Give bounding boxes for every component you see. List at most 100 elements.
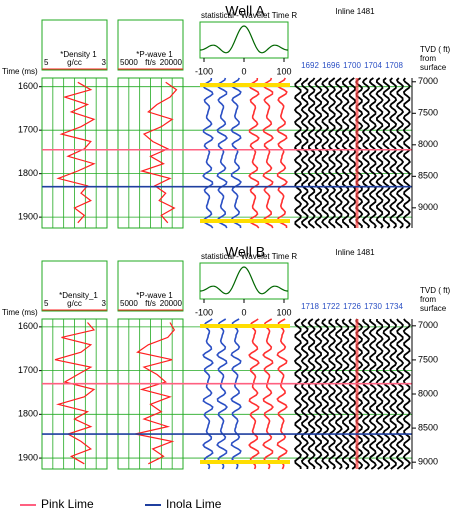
seismic-trace: [300, 318, 309, 470]
synthetic-trace: [276, 318, 288, 470]
seismic-trace: [334, 77, 343, 229]
time-tick-label: 1700: [18, 365, 38, 375]
track-name: *P-wave 1: [136, 50, 173, 59]
track-header: [41, 260, 108, 312]
tvd-tick-label: 8000: [418, 388, 438, 398]
seismic-trace: [375, 319, 384, 470]
log-curve: [56, 81, 96, 224]
seismic-trace: [321, 77, 330, 229]
track-header: [117, 19, 184, 71]
trace-label: 1700: [343, 61, 361, 70]
synthetic-trace: [276, 77, 288, 229]
seismic-trace: [327, 77, 337, 229]
well-title: Well A: [225, 3, 265, 19]
wavelet-tick-label: 0: [241, 307, 246, 317]
scale-min: 5000: [120, 299, 138, 308]
trace-label: 1692: [301, 61, 319, 70]
tvd-tick-label: 7500: [418, 108, 438, 118]
scale-min: 5000: [120, 58, 138, 67]
seismic-trace: [314, 318, 323, 470]
tvd-tick-label: 7000: [418, 76, 438, 86]
tvd-tick-label: 8000: [418, 139, 438, 149]
synthetic-trace: [202, 77, 214, 229]
wavelet-tick-label: 100: [276, 307, 291, 317]
seismic-trace: [300, 77, 309, 229]
seismic-trace: [389, 318, 398, 470]
trace-label: 1696: [322, 61, 340, 70]
seismic-trace: [402, 318, 411, 470]
tvd-tick-label: 8500: [418, 422, 438, 432]
wavelet-tick-label: 100: [276, 66, 291, 76]
inline-title: Inline 1481: [335, 7, 375, 16]
synthetic-trace: [230, 318, 242, 470]
tvd-tick-label: 7500: [418, 354, 438, 364]
synthetic-trace: [262, 318, 274, 470]
log-curve: [139, 81, 178, 224]
seismic-trace: [341, 77, 350, 229]
time-tick-label: 1800: [18, 168, 38, 178]
seismic-trace: [321, 318, 330, 470]
scale-max: 3: [102, 299, 107, 308]
wavelet-tick-label: -100: [195, 307, 213, 317]
synthetic-trace: [230, 77, 242, 229]
seismic-trace: [327, 318, 337, 470]
time-tick-label: 1600: [18, 81, 38, 91]
tvd-label: from: [420, 54, 436, 63]
wavelet-tick-label: 0: [241, 66, 246, 76]
scale-max: 20000: [160, 299, 183, 308]
seismic-trace: [307, 318, 316, 470]
trace-label: 1734: [385, 302, 403, 311]
wavelet-title: statistical - Wavelet Time R: [201, 11, 297, 20]
seismic-trace: [368, 318, 377, 470]
time-axis-label: Time (ms): [2, 67, 38, 76]
synthetic-trace: [262, 77, 274, 229]
scale-max: 3: [102, 58, 107, 67]
tvd-label: TVD ( ft): [420, 45, 451, 54]
track-unit: g/cc: [67, 299, 82, 308]
inline-title: Inline 1481: [335, 248, 375, 257]
seismic-trace: [395, 77, 405, 229]
time-tick-label: 1700: [18, 125, 38, 135]
time-tick-label: 1600: [18, 321, 38, 331]
tvd-tick-label: 9000: [418, 202, 438, 212]
seismic-trace: [348, 77, 357, 229]
time-axis-label: Time (ms): [2, 308, 38, 317]
wavelet-curve: [200, 266, 288, 295]
legend-label: Pink Lime: [41, 497, 94, 511]
seismic-trace: [375, 77, 384, 229]
trace-label: 1708: [385, 61, 403, 70]
synthetic-trace: [216, 77, 228, 229]
wavelet-box: [199, 262, 289, 300]
scale-min: 5: [44, 58, 49, 67]
trace-label: 1718: [301, 302, 319, 311]
trace-label: 1704: [364, 61, 382, 70]
legend-label: Inola Lime: [166, 497, 222, 511]
seismic-trace: [314, 77, 323, 229]
track-unit: ft/s: [145, 299, 156, 308]
track-header: [41, 19, 108, 71]
seismic-trace: [348, 318, 357, 470]
tvd-label: from: [420, 295, 436, 304]
seismic-trace: [361, 318, 371, 470]
trace-label: 1730: [364, 302, 382, 311]
wavelet-title: statistical - Wavelet Time R: [201, 252, 297, 261]
yellow-band: [200, 460, 290, 464]
track-name: *P-wave 1: [136, 291, 173, 300]
track-name: *Density_1: [59, 291, 98, 300]
tvd-tick-label: 8500: [418, 171, 438, 181]
synthetic-trace: [216, 318, 228, 470]
time-tick-label: 1900: [18, 212, 38, 222]
seismic-trace: [395, 318, 405, 470]
synthetic-trace: [248, 318, 260, 470]
seismic-trace: [402, 77, 411, 229]
seismic-trace: [307, 77, 316, 229]
tvd-label: surface: [420, 304, 447, 313]
seismic-trace: [361, 77, 371, 229]
track-name: *Density 1: [60, 50, 97, 59]
track-unit: ft/s: [145, 58, 156, 67]
tvd-label: surface: [420, 63, 447, 72]
wavelet-curve: [200, 25, 288, 54]
seismic-trace: [382, 77, 391, 229]
scale-min: 5: [44, 299, 49, 308]
